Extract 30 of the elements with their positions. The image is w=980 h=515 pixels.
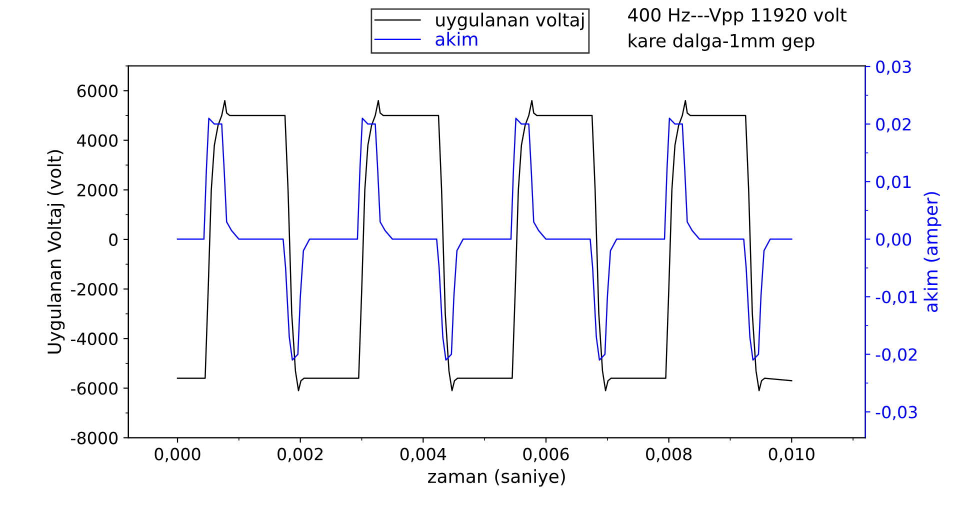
x-tick-label: 0,010 — [768, 448, 814, 462]
x-tick-label: 0,004 — [400, 448, 446, 462]
y2-tick-label: -0,02 — [876, 348, 917, 363]
y-tick-label: -4000 — [71, 332, 118, 346]
line-series — [176, 100, 792, 392]
y2-tick-label: -0,03 — [876, 406, 917, 420]
x-tick-label: 0,000 — [154, 448, 200, 462]
line-series — [176, 118, 792, 361]
y2-tick-label: -0,01 — [876, 290, 917, 305]
y2-tick-label: 0,02 — [876, 118, 911, 132]
x-tick-label: 0,002 — [278, 448, 323, 462]
x-axis-title: zaman (saniye) — [428, 469, 565, 487]
y-tick-label: -8000 — [71, 432, 118, 444]
y2-tick-label: 0,03 — [876, 60, 911, 75]
y-tick-label: 4000 — [77, 134, 118, 147]
y-axis-title: Uygulanan Voltaj (volt) — [47, 150, 65, 354]
text: kare dalga-1mm gep — [628, 33, 814, 51]
y-tick-label: 6000 — [77, 84, 118, 98]
y2-axis-title: akim (amper) — [924, 192, 942, 312]
y-tick-label: -2000 — [71, 282, 118, 296]
y-tick-label: 0 — [109, 233, 118, 246]
x-tick-label: 0,008 — [646, 448, 692, 462]
text: 400 Hz---Vpp 11920 volt — [628, 8, 847, 26]
y2-tick-label: 0,00 — [876, 233, 912, 248]
legend-label: uygulanan voltaj — [436, 12, 584, 30]
legend-label: akim — [436, 32, 478, 46]
y-tick-label: -6000 — [71, 382, 118, 395]
y-tick-label: 2000 — [77, 184, 118, 196]
x-tick-label: 0,006 — [523, 448, 569, 462]
y2-tick-label: 0,01 — [876, 176, 911, 190]
